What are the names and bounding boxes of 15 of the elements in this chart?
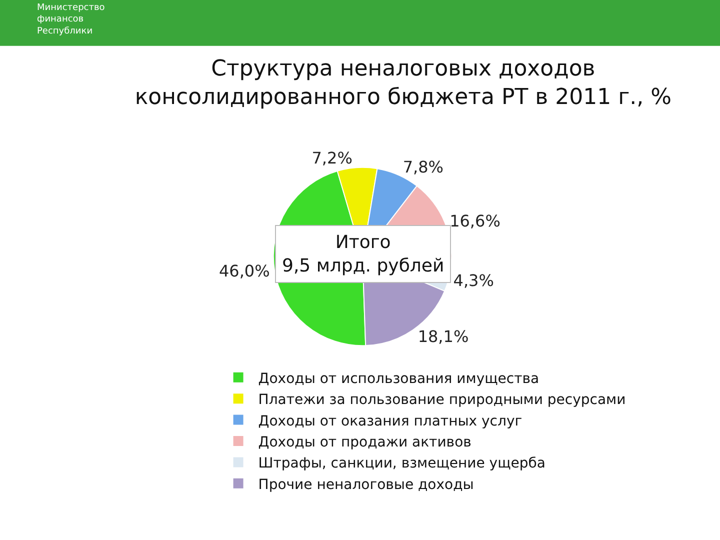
data-label: 7,2% bbox=[312, 148, 352, 168]
legend-label: Платежи за пользование природными ресурсами bbox=[258, 392, 626, 408]
data-label: 16,6% bbox=[450, 211, 500, 230]
data-label: 7,8% bbox=[402, 157, 444, 176]
legend-label: Штрафы, санкции, взмещение ущерба bbox=[258, 456, 546, 472]
legend-label: Доходы от использования имущества bbox=[258, 370, 540, 387]
data-label: 46,0% bbox=[218, 261, 270, 280]
data-label: 18,1% bbox=[418, 326, 469, 346]
chart-title: Структура неналоговых доходов консолидированного бюджета РТ в 2011 г., % bbox=[134, 56, 672, 110]
legend-label: Доходы от продажи активов bbox=[258, 434, 472, 450]
text: Итого 9,5 млрд. рублей bbox=[282, 232, 444, 276]
data-label: 4,3% bbox=[453, 270, 494, 290]
text: Министерство финансов Республики bbox=[37, 3, 106, 36]
legend-label: Прочие неналоговые доходы bbox=[258, 476, 474, 493]
legend-label: Доходы от оказания платных услуг bbox=[258, 413, 522, 430]
